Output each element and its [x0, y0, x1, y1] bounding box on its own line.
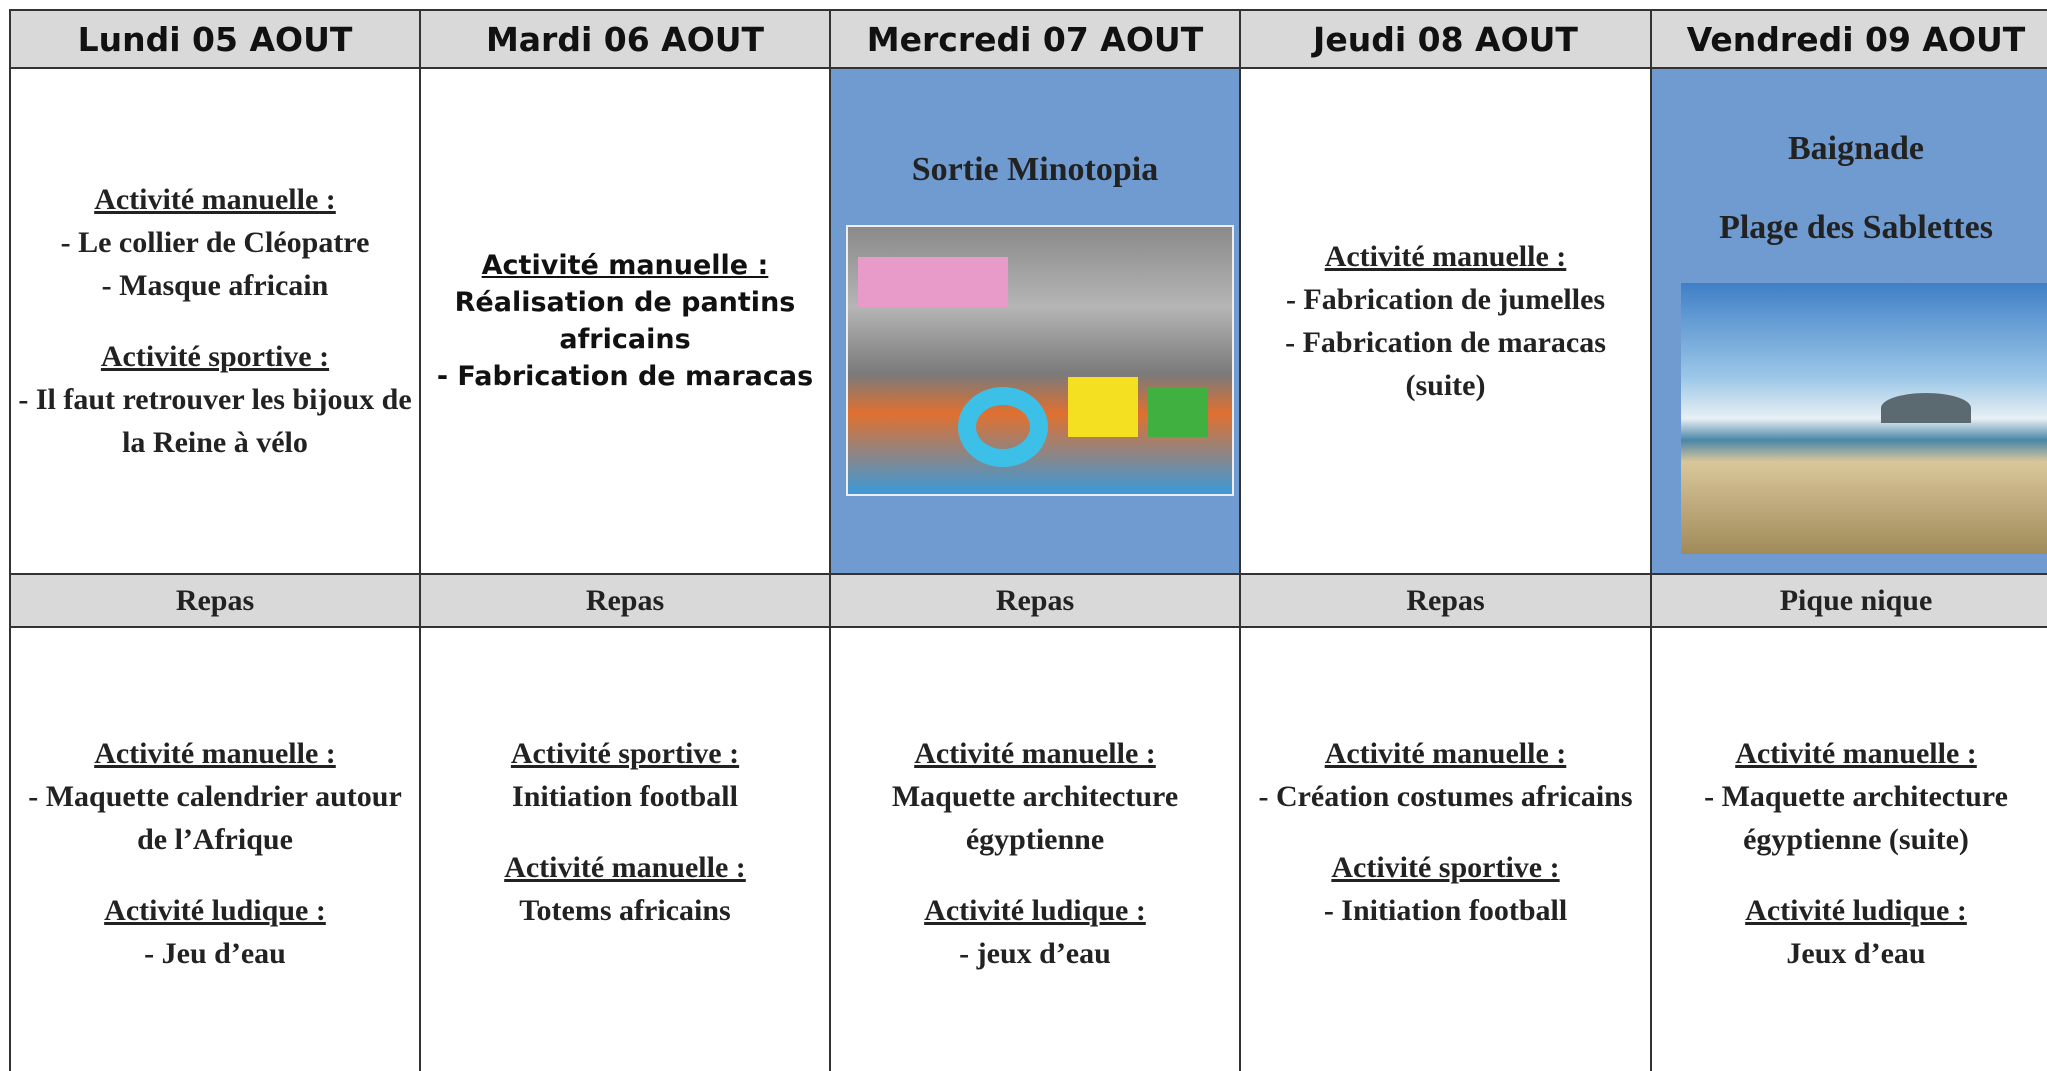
- afternoon-cell: Activité manuelle : Maquette architecture…: [829, 626, 1241, 1071]
- morning-cell: Activité manuelle : - Fabrication de jume…: [1239, 67, 1652, 575]
- activity-heading: Activité manuelle :: [914, 737, 1156, 770]
- day-header: Mercredi 07 AOUT: [829, 9, 1241, 69]
- day-header: Jeudi 08 AOUT: [1239, 9, 1652, 69]
- activity-section: Activité manuelle : - Maquette calendrier…: [17, 732, 413, 861]
- morning-cell: Baignade Plage des Sablettes: [1650, 67, 2047, 575]
- activity-section: Activité manuelle : Totems africains: [504, 846, 746, 932]
- day-header: Lundi 05 AOUT: [9, 9, 421, 69]
- beach-photo: [1681, 283, 2047, 554]
- activity-heading: Activité ludique :: [104, 894, 326, 927]
- outing-title: Sortie Minotopia: [911, 151, 1159, 188]
- activity-section: Activité ludique : - jeux d’eau: [924, 889, 1146, 975]
- afternoon-cell: Activité manuelle : - Création costumes a…: [1239, 626, 1652, 1071]
- outing-title: Baignade: [1787, 130, 1925, 167]
- activity-section: Activité manuelle : - Création costumes a…: [1258, 732, 1632, 818]
- activity-line: - Création costumes africains: [1258, 780, 1633, 813]
- activity-section: Activité sportive : Initiation football: [511, 732, 739, 818]
- activity-heading: Activité manuelle :: [1324, 737, 1567, 770]
- activity-section: Activité manuelle : - Fabrication de jume…: [1247, 235, 1644, 407]
- activity-line: - Fabrication de maracas: [436, 361, 814, 392]
- activity-section: Activité ludique : - Jeu d’eau: [104, 889, 326, 975]
- activity-line: Réalisation de pantins africains: [454, 287, 796, 355]
- activity-line: - Maquette calendrier autour de l’Afriqu…: [28, 780, 402, 856]
- activity-line: - Initiation football: [1323, 894, 1568, 927]
- activity-line: Maquette architecture égyptienne: [891, 780, 1179, 856]
- activity-section: Activité manuelle : - Maquette architectu…: [1658, 732, 2047, 861]
- afternoon-cell: Activité manuelle : - Maquette architectu…: [1650, 626, 2047, 1071]
- morning-cell: Activité manuelle : Réalisation de pantin…: [419, 67, 831, 575]
- activity-heading: Activité sportive :: [1331, 851, 1560, 884]
- activity-line: - Le collier de Cléopatre: [60, 226, 370, 259]
- activity-line: - Masque africain: [101, 269, 329, 302]
- day-header: Mardi 06 AOUT: [419, 9, 831, 69]
- lunch-cell: Pique nique: [1650, 573, 2047, 628]
- morning-cell: Activité manuelle : - Le collier de Cléop…: [9, 67, 421, 575]
- activity-line: - Fabrication de maracas (suite): [1285, 326, 1606, 402]
- activity-line: - jeux d’eau: [959, 937, 1111, 970]
- activity-heading: Activité sportive :: [510, 737, 740, 770]
- activity-line: - Jeu d’eau: [144, 937, 286, 970]
- activity-section: Activité manuelle : Maquette architecture…: [837, 732, 1233, 861]
- activity-section: Activité manuelle : Réalisation de pantin…: [427, 247, 823, 395]
- activity-line: Jeux d’eau: [1786, 937, 1926, 970]
- lunch-cell: Repas: [829, 573, 1241, 628]
- lunch-cell: Repas: [1239, 573, 1652, 628]
- day-header: Vendredi 09 AOUT: [1650, 9, 2047, 69]
- activity-section: Activité manuelle : - Le collier de Cléop…: [61, 178, 370, 307]
- activity-heading: Activité ludique :: [924, 894, 1146, 927]
- activity-section: Activité sportive : - Il faut retrouver l…: [17, 335, 413, 464]
- activity-section: Activité ludique : Jeux d’eau: [1745, 889, 1967, 975]
- activity-line: - Fabrication de jumelles: [1285, 283, 1606, 316]
- activity-section: Activité sportive : - Initiation football: [1324, 846, 1567, 932]
- activity-heading: Activité manuelle :: [94, 183, 336, 216]
- activity-heading: Activité manuelle :: [1324, 240, 1567, 273]
- outing-title: Plage des Sablettes: [1719, 209, 1993, 246]
- activity-heading: Activité manuelle :: [504, 851, 746, 884]
- morning-cell: Sortie Minotopia: [829, 67, 1241, 575]
- afternoon-cell: Activité manuelle : - Maquette calendrier…: [9, 626, 421, 1071]
- lunch-cell: Repas: [9, 573, 421, 628]
- activity-heading: Activité sportive :: [100, 340, 330, 373]
- activity-heading: Activité manuelle :: [94, 737, 336, 770]
- activity-line: Initiation football: [512, 780, 738, 813]
- activity-line: - Maquette architecture égyptienne (suit…: [1704, 780, 2008, 856]
- minotopia-photo: [846, 225, 1234, 496]
- afternoon-cell: Activité sportive : Initiation football Ac…: [419, 626, 831, 1071]
- activity-heading: Activité ludique :: [1745, 894, 1967, 927]
- activity-line: Totems africains: [519, 894, 731, 927]
- activity-heading: Activité manuelle :: [481, 250, 769, 281]
- activity-heading: Activité manuelle :: [1735, 737, 1977, 770]
- activity-line: - Il faut retrouver les bijoux de la Rei…: [18, 383, 412, 459]
- lunch-cell: Repas: [419, 573, 831, 628]
